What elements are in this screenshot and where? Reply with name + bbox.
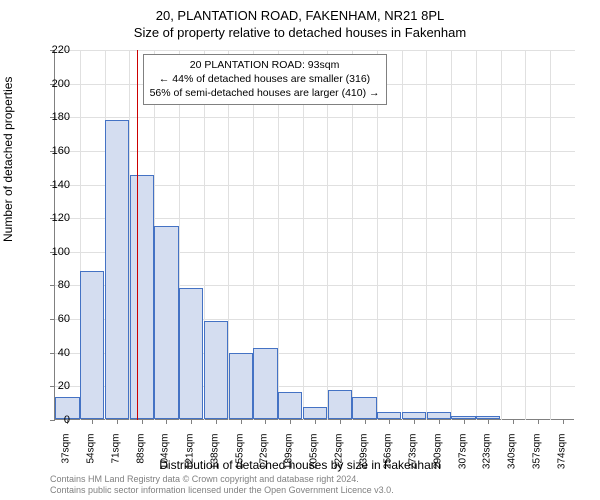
x-tick — [117, 419, 118, 424]
y-tick-label: 180 — [40, 111, 70, 123]
histogram-bar — [229, 353, 253, 419]
histogram-bar — [402, 412, 426, 419]
grid-line-h — [55, 151, 575, 152]
x-tick — [92, 419, 93, 424]
reference-line — [137, 50, 138, 420]
y-tick-label: 60 — [40, 313, 70, 325]
histogram-bar — [179, 288, 203, 419]
annotation-line: 20 PLANTATION ROAD: 93sqm — [150, 58, 380, 72]
x-tick-label: 273sqm — [408, 434, 419, 474]
x-tick-label: 374sqm — [556, 434, 567, 474]
x-tick — [290, 419, 291, 424]
x-tick — [216, 419, 217, 424]
annotation-box: 20 PLANTATION ROAD: 93sqm← 44% of detach… — [143, 54, 387, 105]
x-tick — [563, 419, 564, 424]
x-tick — [488, 419, 489, 424]
grid-line-v — [550, 50, 551, 420]
annotation-line: 56% of semi-detached houses are larger (… — [150, 86, 380, 100]
chart-title-main: 20, PLANTATION ROAD, FAKENHAM, NR21 8PL — [0, 0, 600, 23]
x-tick-label: 340sqm — [507, 434, 518, 474]
x-tick-label: 357sqm — [531, 434, 542, 474]
x-tick — [464, 419, 465, 424]
grid-line-v — [278, 50, 279, 420]
x-tick — [191, 419, 192, 424]
y-tick-label: 140 — [40, 179, 70, 191]
plot-area: 20 PLANTATION ROAD: 93sqm← 44% of detach… — [54, 50, 574, 420]
footer-text: Contains HM Land Registry data © Crown c… — [50, 474, 394, 497]
y-axis-label: Number of detached properties — [1, 77, 15, 242]
x-tick-label: 290sqm — [432, 434, 443, 474]
x-tick — [389, 419, 390, 424]
histogram-bar — [377, 412, 401, 419]
x-tick — [265, 419, 266, 424]
histogram-bar — [427, 412, 451, 419]
x-tick-label: 121sqm — [185, 434, 196, 474]
y-tick-label: 100 — [40, 246, 70, 258]
x-tick-label: 222sqm — [333, 434, 344, 474]
histogram-bar — [303, 407, 327, 419]
histogram-bar — [80, 271, 104, 419]
grid-line-v — [377, 50, 378, 420]
x-tick-label: 172sqm — [259, 434, 270, 474]
x-tick — [142, 419, 143, 424]
histogram-bar — [105, 120, 129, 419]
grid-line-v — [352, 50, 353, 420]
footer-line-1: Contains HM Land Registry data © Crown c… — [50, 474, 394, 486]
x-tick-label: 71sqm — [110, 434, 121, 474]
x-tick-label: 155sqm — [234, 434, 245, 474]
chart-container: 20 PLANTATION ROAD: 93sqm← 44% of detach… — [54, 50, 574, 420]
x-tick-label: 307sqm — [457, 434, 468, 474]
x-tick-label: 189sqm — [284, 434, 295, 474]
grid-line-h — [55, 117, 575, 118]
histogram-bar — [130, 175, 154, 419]
x-tick — [513, 419, 514, 424]
y-tick-label: 120 — [40, 212, 70, 224]
histogram-bar — [328, 390, 352, 419]
x-tick — [166, 419, 167, 424]
y-tick-label: 160 — [40, 145, 70, 157]
grid-line-v — [525, 50, 526, 420]
histogram-bar — [154, 226, 178, 419]
y-tick-label: 80 — [40, 279, 70, 291]
x-tick-label: 138sqm — [209, 434, 220, 474]
x-tick — [365, 419, 366, 424]
x-tick-label: 239sqm — [358, 434, 369, 474]
y-tick-label: 40 — [40, 347, 70, 359]
y-tick-label: 200 — [40, 78, 70, 90]
y-tick-label: 0 — [40, 414, 70, 426]
annotation-line: ← 44% of detached houses are smaller (31… — [150, 72, 380, 86]
y-tick-label: 20 — [40, 380, 70, 392]
grid-line-v — [451, 50, 452, 420]
x-tick — [241, 419, 242, 424]
histogram-bar — [278, 392, 302, 419]
x-tick-label: 205sqm — [309, 434, 320, 474]
histogram-bar — [204, 321, 228, 419]
grid-line-v — [501, 50, 502, 420]
grid-line-v — [426, 50, 427, 420]
chart-title-sub: Size of property relative to detached ho… — [0, 23, 600, 40]
grid-line-v — [327, 50, 328, 420]
histogram-bar — [352, 397, 376, 419]
y-tick-label: 220 — [40, 44, 70, 56]
x-tick-label: 256sqm — [383, 434, 394, 474]
grid-line-v — [476, 50, 477, 420]
x-tick-label: 323sqm — [482, 434, 493, 474]
x-tick — [340, 419, 341, 424]
grid-line-v — [303, 50, 304, 420]
x-tick-label: 54sqm — [86, 434, 97, 474]
x-tick-label: 88sqm — [135, 434, 146, 474]
x-tick — [414, 419, 415, 424]
grid-line-h — [55, 50, 575, 51]
x-tick — [439, 419, 440, 424]
x-tick — [315, 419, 316, 424]
x-tick — [538, 419, 539, 424]
grid-line-v — [402, 50, 403, 420]
x-tick-label: 104sqm — [160, 434, 171, 474]
histogram-bar — [253, 348, 277, 419]
footer-line-2: Contains public sector information licen… — [50, 485, 394, 497]
x-tick-label: 37sqm — [61, 434, 72, 474]
